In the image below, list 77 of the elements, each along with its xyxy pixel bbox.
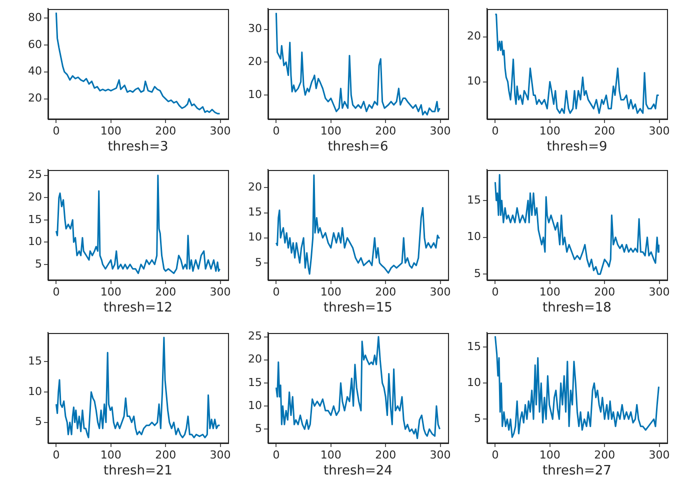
y-tick-label: 25 [28,168,42,182]
x-tick-label: 0 [492,448,499,462]
x-tick-label: 0 [492,285,499,298]
x-tick-label: 0 [272,124,280,138]
x-tick-label: 0 [492,124,499,138]
x-tick-label: 300 [648,124,670,138]
x-tick-label: 0 [52,285,60,298]
x-tick-label: 300 [210,285,231,298]
x-axis-title: thresh=3 [108,140,168,155]
y-tick-label: 5 [255,256,262,269]
y-tick-label: 10 [28,235,42,248]
y-tick-label: 5 [474,266,481,280]
x-axis-title: thresh=24 [324,464,392,479]
y-tick-label: 30 [248,22,262,36]
y-tick-label: 5 [35,257,42,270]
y-tick-label: 10 [248,88,262,101]
y-tick-label: 15 [467,193,481,206]
y-tick-label: 20 [248,55,262,68]
y-tick-label: 5 [474,412,481,426]
x-tick-label: 200 [155,448,176,462]
x-tick-label: 100 [320,448,342,462]
x-tick-label: 100 [539,124,560,138]
y-tick-label: 5 [35,415,42,428]
y-tick-label: 20 [248,180,262,194]
x-tick-label: 300 [430,285,451,298]
y-tick-label: 80 [28,10,42,24]
x-tick-label: 200 [594,285,616,298]
x-tick-label: 0 [272,285,280,298]
y-tick-label: 15 [467,340,481,353]
x-tick-label: 300 [430,124,451,138]
y-tick-label: 20 [28,92,42,105]
y-tick-label: 15 [28,354,42,368]
x-tick-label: 200 [594,124,616,138]
x-tick-label: 200 [375,124,396,138]
y-tick-label: 60 [28,38,42,51]
x-tick-label: 100 [100,124,122,138]
y-tick-label: 10 [467,230,481,244]
y-tick-label: 25 [248,330,262,343]
y-tick-label: 15 [248,206,262,219]
x-tick-label: 0 [52,448,60,462]
x-tick-label: 200 [375,448,396,462]
x-axis-title: thresh=21 [104,464,172,479]
x-axis-title: thresh=6 [328,140,388,155]
x-tick-label: 200 [155,285,176,298]
x-axis-title: thresh=12 [104,300,172,316]
x-tick-label: 100 [320,124,342,138]
x-tick-label: 100 [539,448,560,462]
y-tick-label: 40 [28,64,42,78]
y-tick-label: 10 [467,74,481,88]
x-tick-label: 100 [320,285,342,298]
x-tick-label: 100 [100,448,122,462]
x-axis-title: thresh=9 [546,140,608,155]
x-tick-label: 0 [272,448,280,462]
x-axis-title: thresh=18 [542,300,612,316]
x-tick-label: 200 [155,124,176,138]
x-tick-label: 300 [210,124,231,138]
x-axis-title: thresh=27 [542,464,612,479]
x-tick-label: 0 [52,124,60,138]
x-axis-title: thresh=15 [324,300,392,316]
x-tick-label: 100 [100,285,122,298]
x-tick-label: 300 [648,448,670,462]
x-tick-label: 300 [430,448,451,462]
y-tick-label: 20 [467,30,481,43]
y-tick-label: 15 [28,212,42,226]
y-tick-label: 10 [248,230,262,244]
x-tick-label: 100 [539,285,560,298]
y-tick-label: 10 [467,376,481,389]
y-tick-label: 15 [248,376,262,389]
x-tick-label: 300 [648,285,670,298]
y-tick-label: 20 [28,190,42,204]
x-tick-label: 200 [594,448,616,462]
x-tick-label: 200 [375,285,396,298]
x-tick-label: 300 [210,448,231,462]
y-tick-label: 20 [248,352,262,366]
y-tick-label: 5 [255,422,262,435]
y-tick-label: 10 [28,384,42,398]
y-tick-label: 10 [248,398,262,412]
